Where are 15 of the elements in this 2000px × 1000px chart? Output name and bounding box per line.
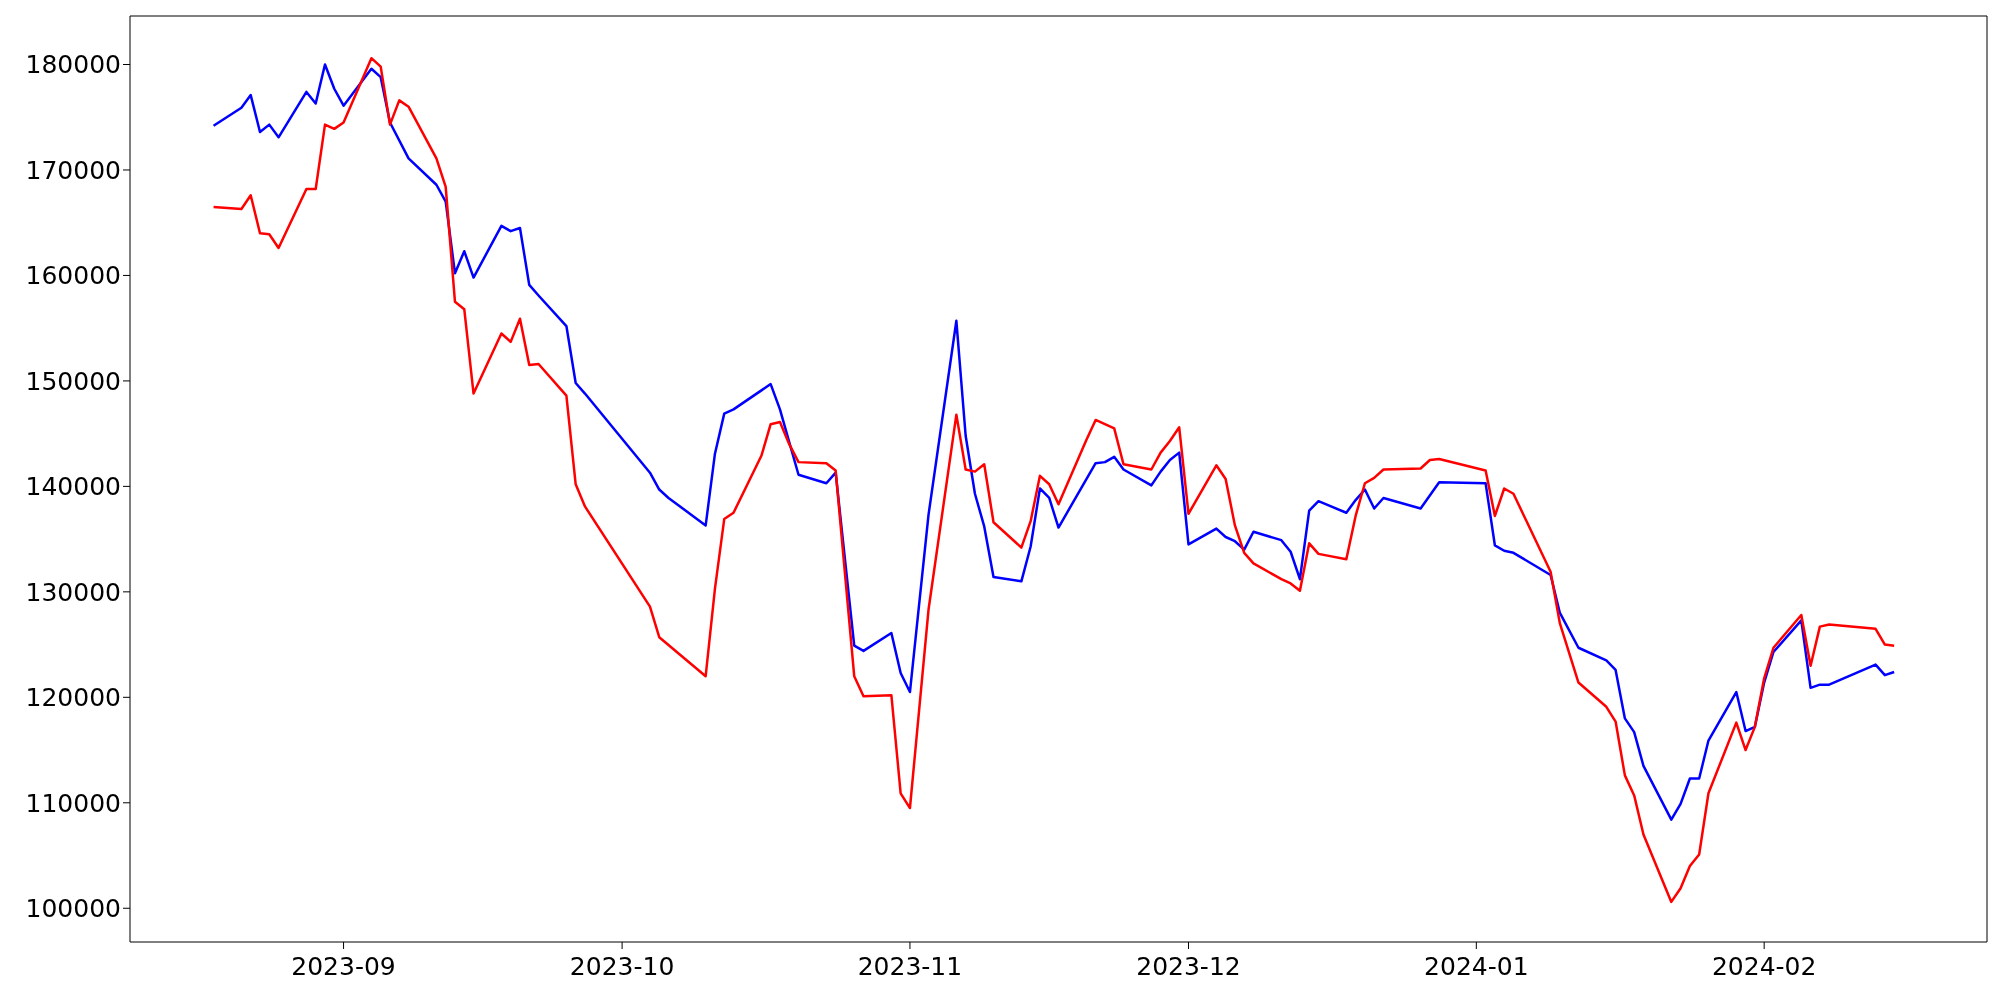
y-tick-label: 130000 [25, 577, 121, 607]
x-tick-label: 2023-11 [857, 951, 963, 981]
x-tick-label: 2023-09 [291, 951, 396, 981]
y-tick-label: 100000 [25, 894, 121, 924]
y-tick-label: 180000 [25, 50, 121, 80]
x-tick-label: 2023-12 [1136, 951, 1241, 981]
y-tick-label: 140000 [25, 472, 121, 502]
y-tick-label: 160000 [25, 261, 121, 291]
x-tick-label: 2023-10 [569, 951, 675, 981]
x-tick-label: 2024-01 [1424, 951, 1529, 981]
y-tick-label: 170000 [25, 155, 121, 185]
x-tick-label: 2024-02 [1711, 951, 1817, 981]
y-tick-label: 110000 [25, 788, 121, 818]
y-tick-label: 120000 [25, 683, 121, 713]
y-tick-label: 150000 [25, 366, 121, 396]
